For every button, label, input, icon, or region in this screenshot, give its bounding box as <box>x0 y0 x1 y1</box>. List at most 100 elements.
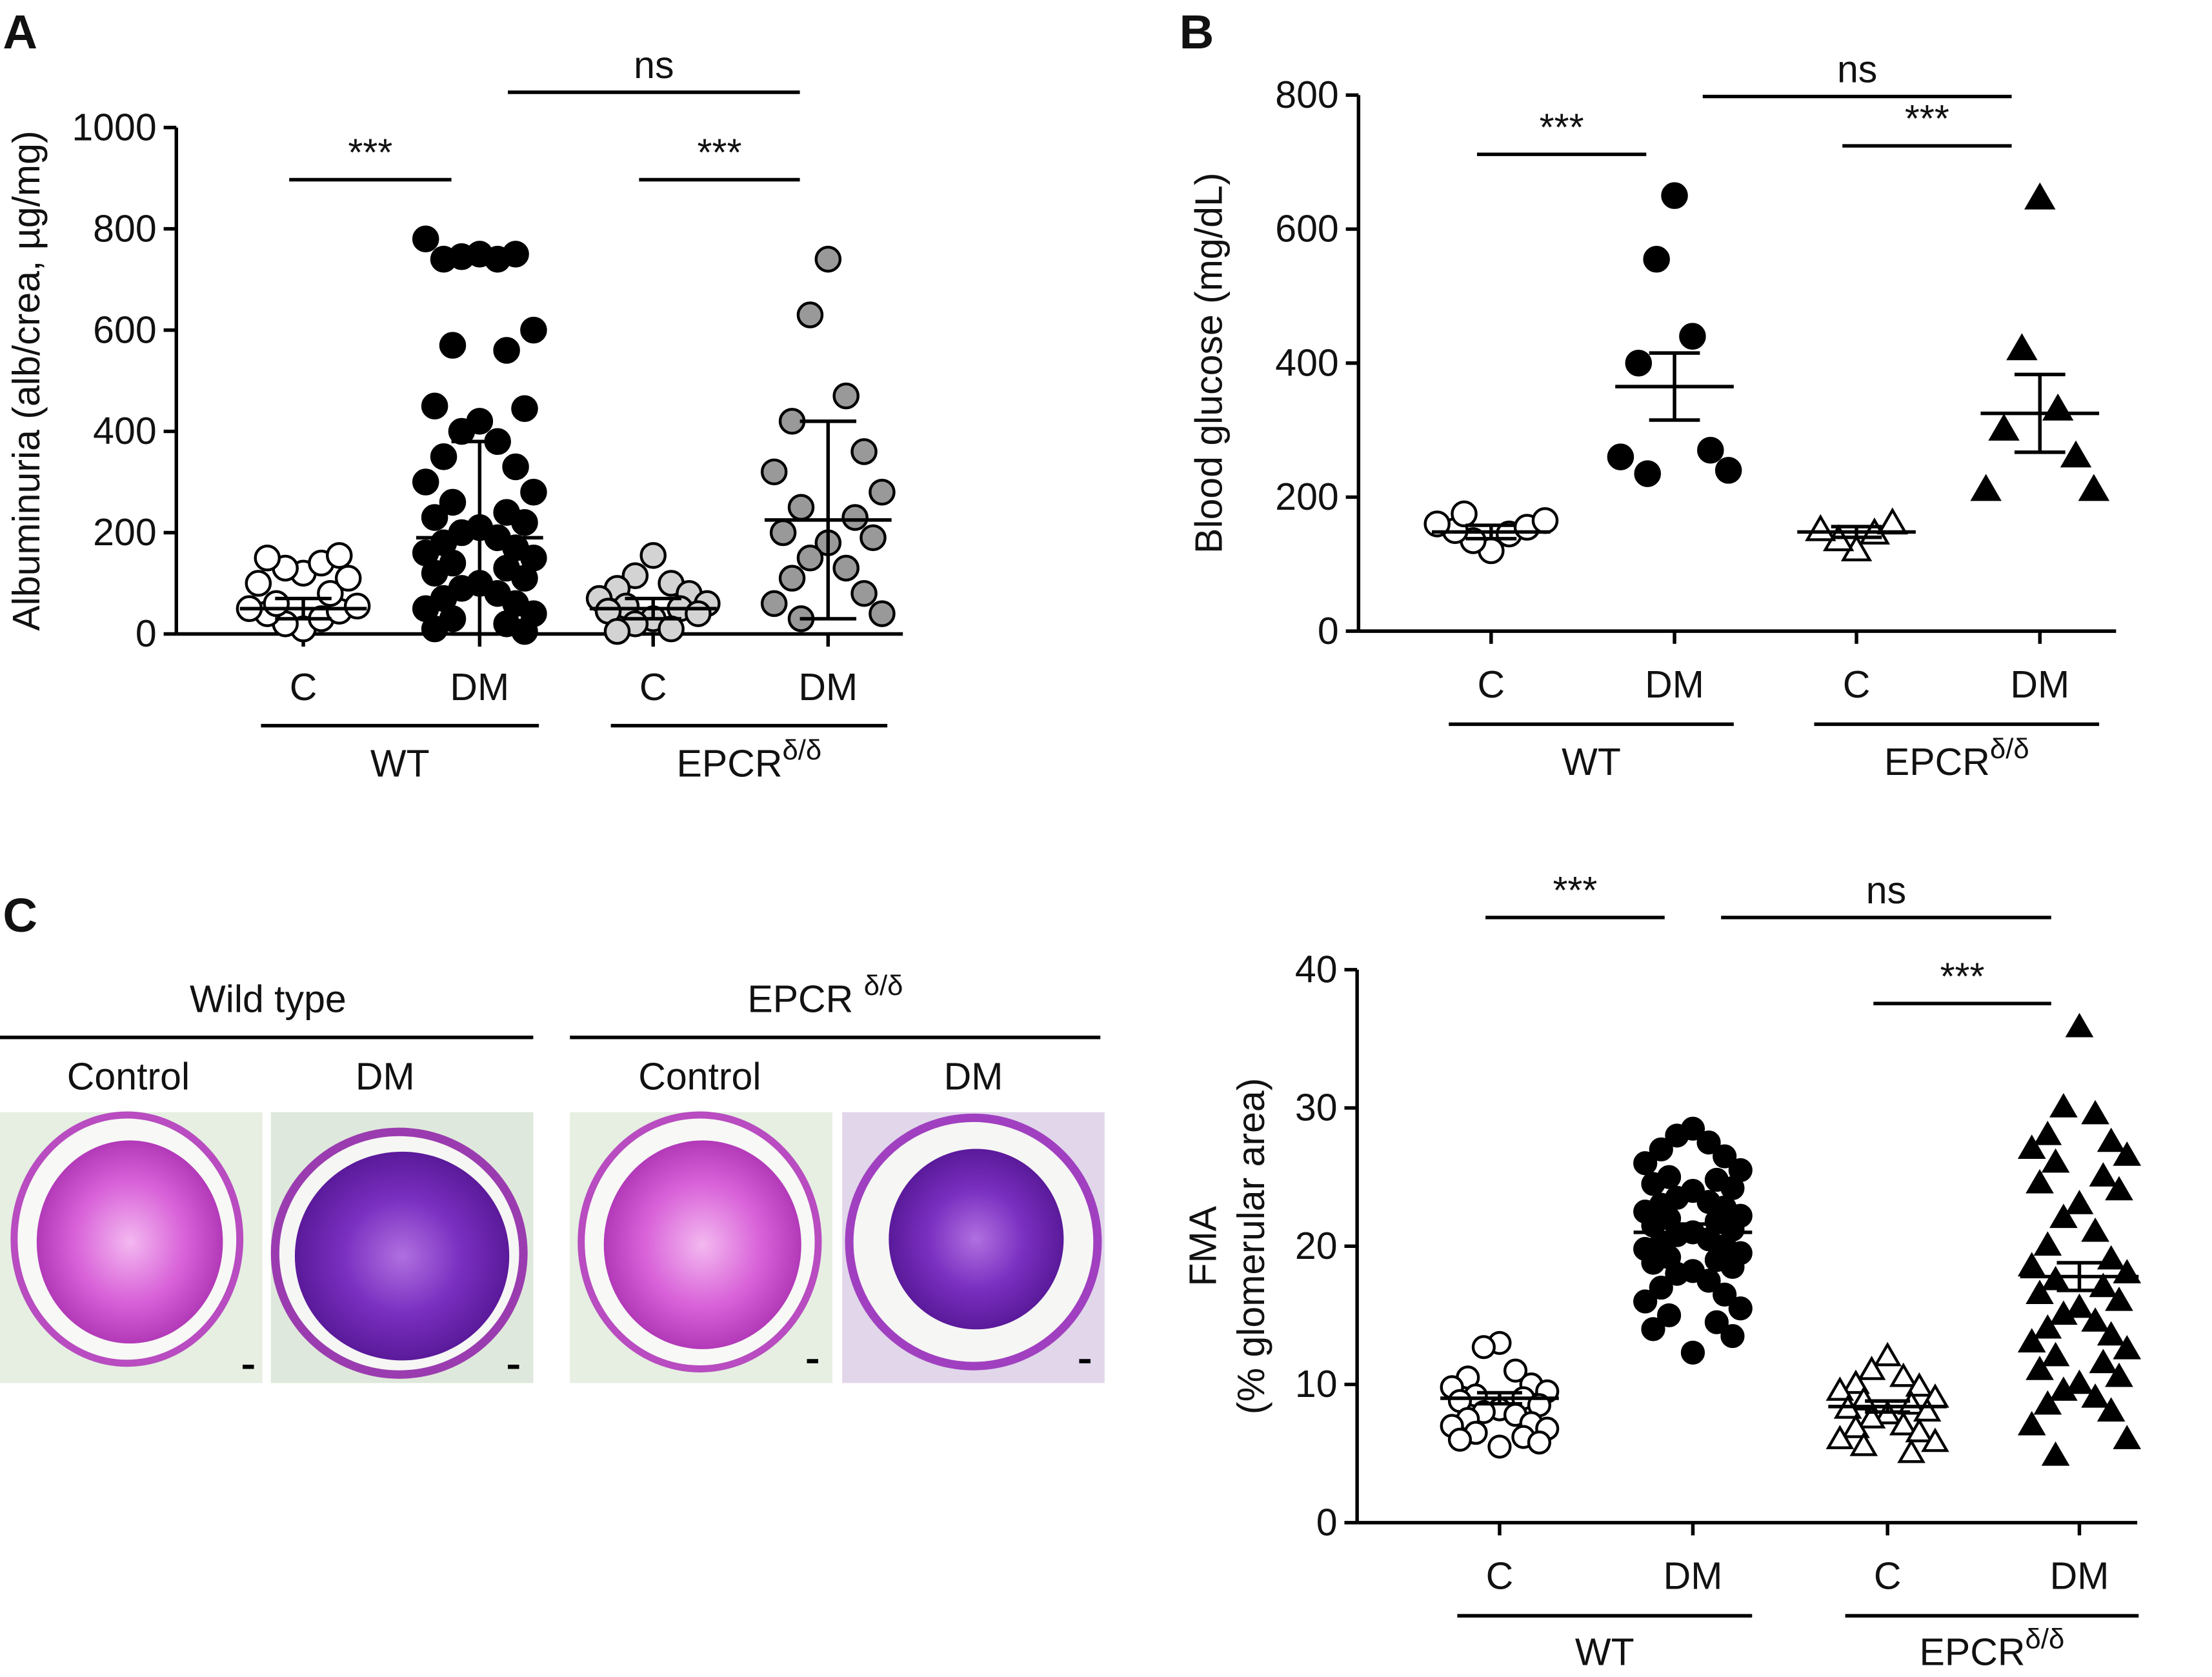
data-point <box>1607 443 1634 470</box>
significance-label: ns <box>634 44 674 86</box>
y-axis-label: Albuminuria (alb/crea, µg/mg) <box>5 130 48 630</box>
data-point <box>430 443 457 470</box>
group-label-text: EPCR <box>1884 741 1990 783</box>
data-point <box>511 618 538 645</box>
y-tick-label: 800 <box>1275 74 1338 116</box>
y-tick-label: 200 <box>1275 476 1338 518</box>
column-label: Control <box>67 1056 190 1098</box>
data-point <box>841 504 869 531</box>
x-tick-label: C <box>290 666 317 708</box>
data-point <box>2017 1328 2046 1352</box>
data-point <box>1889 1411 1918 1436</box>
x-tick-label: DM <box>2050 1555 2109 1598</box>
data-point <box>1897 1438 1925 1463</box>
data-point <box>520 316 547 344</box>
group-label: Wild type <box>190 978 347 1020</box>
data-point <box>2096 1127 2126 1152</box>
data-point <box>412 225 439 253</box>
panel-letter: C <box>3 889 37 942</box>
data-point <box>2017 1411 2046 1436</box>
data-point <box>760 590 788 618</box>
histology: C Wild type EPCR δ/δ Control DM Control … <box>0 889 1105 1383</box>
y-tick-label: 0 <box>136 612 157 655</box>
y-tick-label: 600 <box>93 308 156 351</box>
group-label-text: WT <box>1562 741 1621 783</box>
data-point <box>1849 1386 1878 1411</box>
significance-label: ns <box>1866 869 1906 912</box>
data-point <box>1842 1369 1870 1394</box>
y-tick-label: 0 <box>1316 1501 1338 1543</box>
data-point <box>603 618 631 645</box>
y-tick-label: 200 <box>93 511 156 554</box>
data-point <box>2096 1245 2126 1270</box>
data-point <box>245 570 272 597</box>
data-point <box>254 545 281 572</box>
data-point <box>1842 1414 1870 1438</box>
data-point <box>2006 333 2038 361</box>
y-axis-label: Blood glucose (mg/dL) <box>1187 173 1230 554</box>
data-point <box>493 337 520 364</box>
data-point <box>2060 440 2092 468</box>
data-point <box>1634 460 1662 487</box>
data-point <box>2026 1356 2054 1380</box>
group-label: WT <box>1575 1631 1634 1674</box>
x-tick-label: DM <box>1664 1555 1723 1598</box>
group-label-sup: δ/δ <box>1990 733 2029 765</box>
y-tick-label: 0 <box>1318 610 1339 652</box>
data-point <box>2041 1441 2070 1466</box>
data-point <box>1696 1269 1721 1293</box>
data-point <box>1720 1323 1745 1349</box>
data-point <box>1625 349 1653 377</box>
data-point <box>520 478 547 506</box>
data-point <box>787 494 815 521</box>
y-tick-label: 20 <box>1295 1225 1338 1267</box>
data-point <box>760 458 788 486</box>
group-label: WT <box>370 742 430 785</box>
data-point <box>2033 1314 2062 1339</box>
data-point <box>796 301 824 328</box>
data-point <box>1857 1356 1886 1380</box>
x-tick-label: C <box>1874 1555 1902 1598</box>
data-point <box>2081 1100 2109 1125</box>
data-point <box>1447 1427 1473 1452</box>
data-point <box>412 468 439 496</box>
micrograph <box>570 1111 832 1383</box>
data-point <box>2042 393 2074 421</box>
data-point <box>1531 507 1559 534</box>
chart: FMA (% glomerular area) 0 10 20 30 40 C DM C DM WT E… <box>1182 869 2142 1674</box>
significance-label: *** <box>1940 955 1985 998</box>
data-point <box>421 615 448 643</box>
data-point <box>1921 1427 1949 1452</box>
x-tick-label: DM <box>1645 663 1704 706</box>
significance-label: *** <box>1540 106 1584 148</box>
data-point <box>1679 323 1706 350</box>
data-point <box>1873 1341 1902 1367</box>
data-point <box>832 554 860 582</box>
group-label-sup: δ/δ <box>2026 1623 2065 1654</box>
data-point <box>2113 1334 2142 1360</box>
x-tick-label: DM <box>798 666 858 708</box>
data-point <box>2049 1300 2078 1325</box>
data-point <box>1697 436 1724 464</box>
data-point <box>1503 1358 1528 1383</box>
data-point <box>2024 182 2056 210</box>
data-point <box>2026 1169 2054 1194</box>
data-point <box>2081 1307 2109 1332</box>
data-point <box>1649 1137 1673 1161</box>
data-point <box>326 542 353 569</box>
x-tick-label: C <box>1843 663 1871 706</box>
data-point <box>1970 474 2002 501</box>
column-label: DM <box>356 1056 415 1098</box>
data-point <box>1471 1335 1496 1360</box>
data-point <box>850 438 878 465</box>
micrograph <box>842 1112 1105 1383</box>
data-point <box>1451 500 1478 528</box>
y-axis-label: FMA <box>1182 1205 1225 1286</box>
data-point <box>1487 1434 1512 1459</box>
significance-label: *** <box>1553 869 1597 912</box>
data-point <box>1905 1418 1934 1443</box>
data-point <box>2081 1383 2109 1408</box>
y-axis-label: (% glomerular area) <box>1230 1078 1272 1415</box>
data-point <box>2017 1134 2046 1159</box>
data-point <box>2078 474 2110 501</box>
